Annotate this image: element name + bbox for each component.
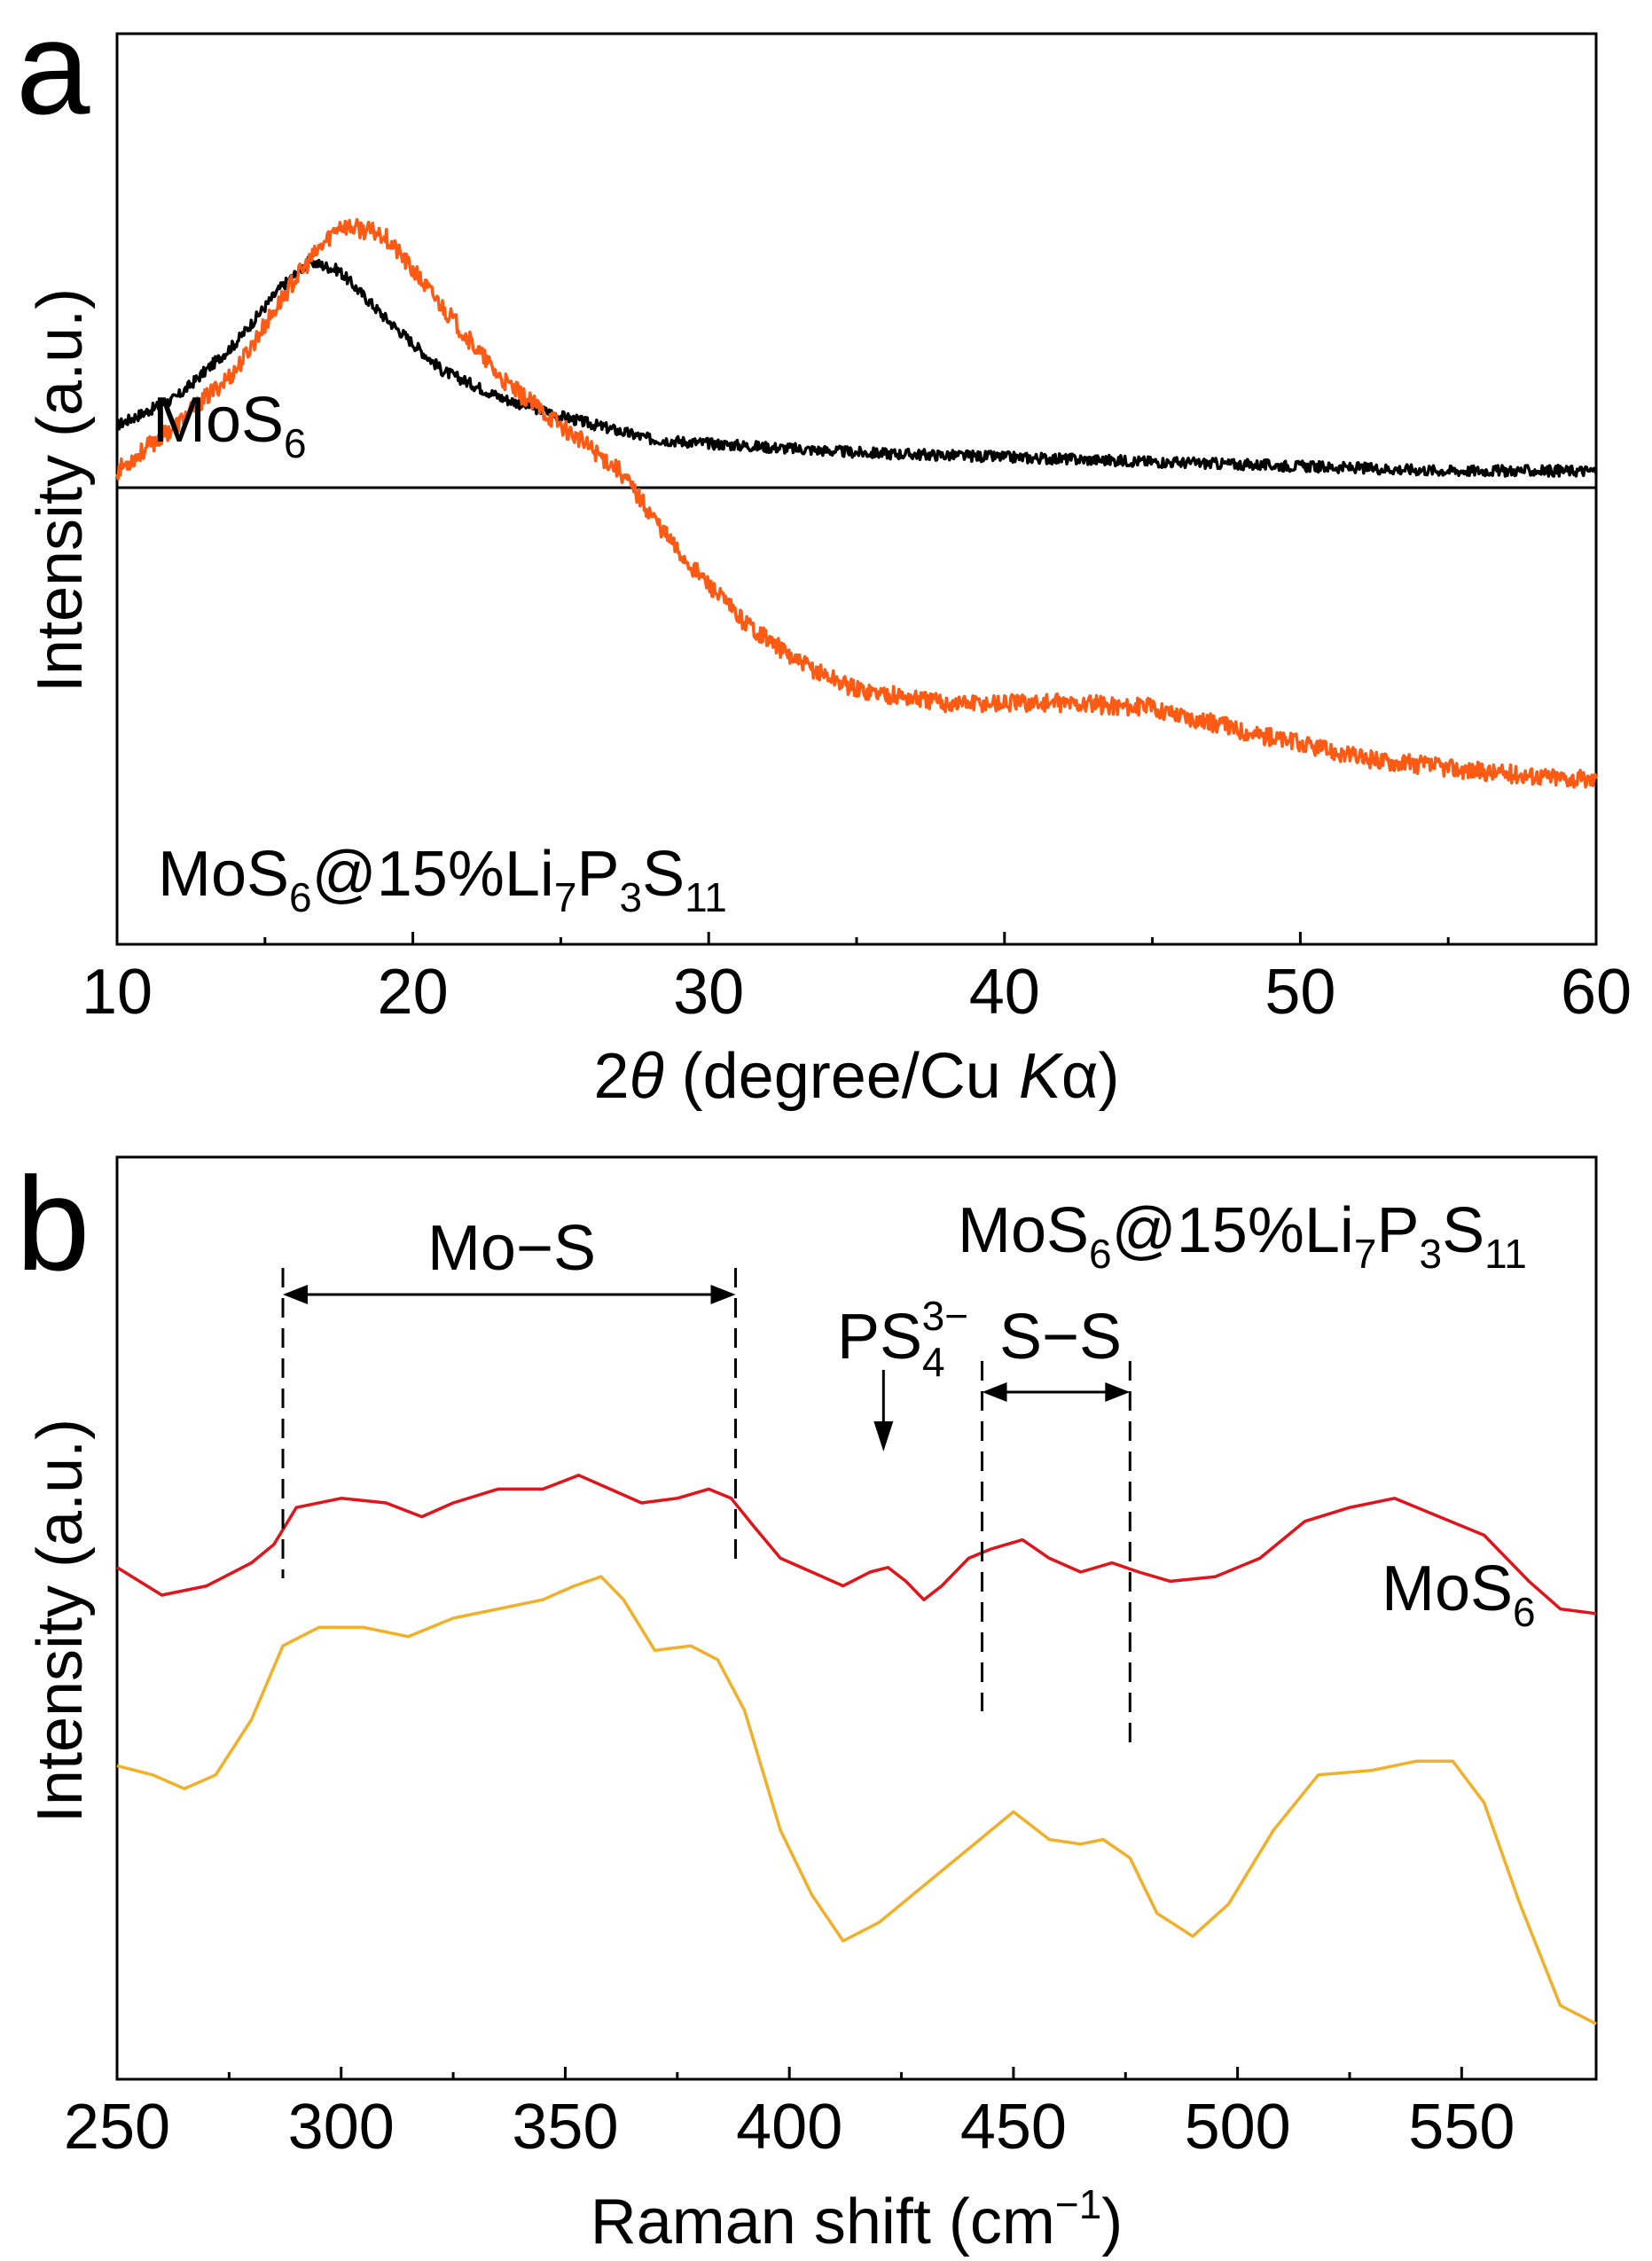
- x-tick-label: 350: [512, 2092, 618, 2163]
- x-tick-label: 550: [1408, 2092, 1515, 2163]
- x-tick-label: 450: [960, 2092, 1067, 2163]
- series-line-mos6-xrd: [115, 254, 1598, 478]
- xlabel-a: 2θ (degree/Cu Kα): [594, 1041, 1120, 1112]
- arrow-head: [982, 1382, 1007, 1402]
- legend-mos6-li7p3s11-a: MoS6@15%Li7P3S11: [158, 839, 727, 920]
- ylabel-a: Intensity (a.u.): [25, 288, 96, 692]
- panel-b-frame: [115, 1155, 1598, 2081]
- series-line-mos6-li7p3s11-raman: [116, 1474, 1597, 1616]
- x-tick-label: 400: [736, 2092, 842, 2163]
- legend-mos6-a: MoS6: [153, 385, 307, 466]
- arrow-head: [873, 1421, 894, 1451]
- series-line-mos6-raman: [116, 1575, 1597, 2026]
- x-tick-label: 20: [378, 957, 449, 1028]
- arrow-head: [710, 1285, 736, 1304]
- arrow-head: [283, 1285, 309, 1304]
- panel-label-a: a: [16, 0, 90, 142]
- panel-label-b: b: [16, 1149, 90, 1298]
- xlabel-b: Raman shift (cm−1): [591, 2181, 1124, 2257]
- panel-b-xaxis: 250 300 350 400 450 500 550: [64, 2067, 1515, 2163]
- x-tick-label: 30: [673, 957, 744, 1028]
- annotation-mo-s: Mo−S: [427, 1213, 596, 1284]
- x-tick-label: 40: [969, 957, 1040, 1028]
- arrow-head: [1105, 1382, 1131, 1402]
- annotation-s-s: S−S: [999, 1302, 1122, 1373]
- x-tick-label: 10: [82, 957, 153, 1028]
- annotation-ps4: PS43−: [837, 1293, 968, 1385]
- ylabel-b: Intensity (a.u.): [25, 1419, 96, 1823]
- x-tick-label: 300: [288, 2092, 395, 2163]
- x-tick-label: 250: [64, 2092, 170, 2163]
- panel-a-xaxis: 10 20 30 40 50 60: [82, 932, 1632, 1028]
- legend-mos6-b: MoS6: [1382, 1553, 1536, 1635]
- series-line-mos6-li7p3s11-xrd: [115, 217, 1598, 789]
- raman-annotations: [281, 1268, 1131, 1742]
- legend-mos6-li7p3s11-b: MoS6@15%Li7P3S11: [958, 1195, 1527, 1277]
- x-tick-label: 60: [1561, 957, 1632, 1028]
- x-tick-label: 500: [1185, 2092, 1291, 2163]
- x-tick-label: 50: [1264, 957, 1335, 1028]
